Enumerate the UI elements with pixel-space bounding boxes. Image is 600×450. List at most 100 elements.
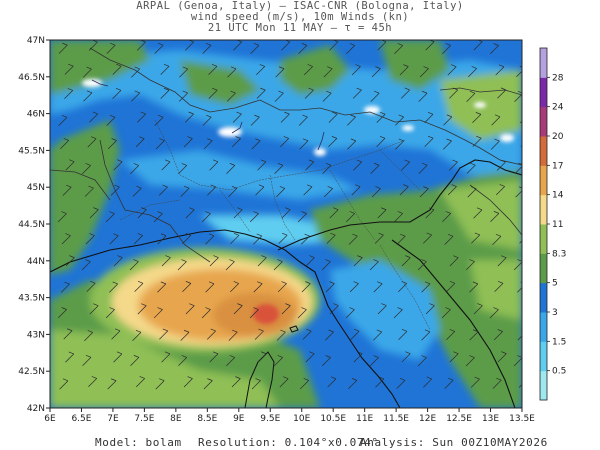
wind-barb-flag bbox=[497, 329, 503, 332]
wind-barb bbox=[491, 116, 501, 126]
wind-barb bbox=[441, 309, 451, 319]
wind-barb-flag bbox=[520, 281, 522, 283]
wind-barb bbox=[353, 353, 363, 363]
wind-barb-flag bbox=[208, 233, 215, 237]
wind-barb-flag bbox=[451, 184, 457, 187]
wind-barb bbox=[473, 209, 483, 219]
wind-barb bbox=[201, 213, 211, 223]
wind-barb-flag bbox=[61, 211, 67, 214]
wind-barb-flag bbox=[187, 376, 193, 379]
wind-barb-flag bbox=[280, 329, 286, 333]
wind-barb bbox=[417, 261, 427, 271]
wind-barb-flag bbox=[185, 233, 191, 236]
lat-tick-label: 43N bbox=[27, 330, 45, 340]
wind-barb-flag bbox=[279, 186, 285, 189]
wind-barb-flag bbox=[281, 281, 287, 284]
wind-barb-flag bbox=[159, 138, 165, 141]
wind-barb bbox=[88, 378, 98, 388]
wind-barb bbox=[422, 234, 432, 244]
wind-barb bbox=[275, 68, 285, 78]
wind-barb bbox=[209, 161, 219, 171]
wind-barb bbox=[301, 283, 311, 293]
colorbar-swatch bbox=[540, 312, 547, 342]
wind-barb-flag bbox=[306, 328, 312, 332]
wind-barb-flag bbox=[472, 329, 479, 333]
wind-barb bbox=[230, 283, 239, 293]
wind-barb bbox=[346, 213, 355, 223]
wind-barb-flag bbox=[519, 66, 522, 68]
wind-barb bbox=[82, 357, 92, 366]
wind-barb bbox=[257, 353, 267, 363]
wind-barb-flag bbox=[230, 66, 237, 70]
colorbar-label: 28 bbox=[552, 73, 564, 83]
wind-barb bbox=[370, 92, 380, 102]
wind-barb bbox=[465, 357, 475, 367]
wind-barb bbox=[133, 235, 143, 245]
wind-barb-flag bbox=[380, 111, 386, 115]
wind-barb-flag bbox=[378, 376, 385, 380]
wind-barb bbox=[228, 188, 238, 197]
wind-barb-flag bbox=[524, 112, 529, 114]
wind-barbs bbox=[57, 40, 529, 390]
longitude-axis: 6E 6.5E 7E 7.5E 8E 8.5E 9E 9.5E 10E 10.5E 11E 11.5E… bbox=[44, 408, 535, 424]
wind-barb-flag bbox=[187, 136, 193, 139]
wind-barb-flag bbox=[230, 90, 236, 94]
wind-barb-flag bbox=[330, 376, 337, 380]
wind-barb bbox=[465, 261, 475, 271]
wind-barb bbox=[493, 331, 503, 341]
wind-barb-flag bbox=[424, 281, 431, 285]
wind-barb bbox=[305, 161, 315, 171]
wind-barb-flag bbox=[495, 234, 502, 237]
wind-barb bbox=[447, 66, 457, 76]
wind-barb-flag bbox=[237, 303, 243, 306]
wind-barb-flag bbox=[308, 159, 314, 163]
wind-barb bbox=[329, 209, 339, 219]
colorbar-label: 24 bbox=[552, 103, 564, 113]
wind-barb bbox=[328, 138, 338, 148]
wind-barb bbox=[86, 282, 96, 292]
wind-barb-flag bbox=[257, 281, 263, 285]
wind-barb-flag bbox=[397, 43, 403, 46]
wind-barb bbox=[154, 116, 164, 126]
wind-barb-flag bbox=[301, 211, 307, 214]
wind-barb bbox=[281, 41, 291, 51]
wind-barb-flag bbox=[91, 136, 97, 140]
wind-barb bbox=[375, 378, 385, 388]
wind-barb-flag bbox=[493, 307, 499, 310]
wind-barb bbox=[131, 92, 141, 102]
wind-barb-flag bbox=[109, 114, 116, 118]
wind-barb bbox=[182, 283, 192, 293]
wind-barb-flag bbox=[497, 280, 504, 284]
wind-barb-flag bbox=[117, 159, 123, 163]
wind-barb-flag bbox=[429, 303, 435, 306]
wind-barb-flag bbox=[477, 303, 483, 306]
wind-barb-flag bbox=[117, 255, 123, 258]
wind-barb-flag bbox=[398, 138, 404, 142]
wind-barb-flag bbox=[68, 63, 74, 67]
wind-barb-flag bbox=[327, 186, 333, 189]
wind-barb bbox=[469, 331, 479, 341]
colorbar-swatch bbox=[540, 194, 547, 225]
wind-barb-flag bbox=[423, 186, 429, 189]
wind-barb bbox=[161, 257, 171, 267]
wind-barb bbox=[370, 165, 380, 174]
wind-barb-flag bbox=[474, 232, 480, 236]
wind-barb bbox=[137, 113, 146, 123]
wind-barb bbox=[490, 140, 500, 150]
wind-barb bbox=[250, 116, 260, 126]
wind-barb-flag bbox=[65, 233, 71, 236]
wind-barb bbox=[300, 235, 310, 245]
wind-barb bbox=[297, 309, 307, 319]
wind-barb-flag bbox=[446, 138, 452, 142]
wind-barb bbox=[274, 357, 283, 367]
wind-barb bbox=[468, 68, 477, 78]
wind-barb-flag bbox=[116, 351, 123, 355]
wind-barb bbox=[230, 235, 240, 244]
wind-barb bbox=[497, 353, 507, 363]
wind-barb-flag bbox=[493, 43, 499, 46]
wind-barb bbox=[494, 283, 504, 292]
wind-barb bbox=[329, 305, 339, 315]
wind-barb-flag bbox=[282, 232, 288, 236]
wind-barb-flag bbox=[135, 330, 142, 333]
wind-barb-flag bbox=[523, 233, 528, 235]
